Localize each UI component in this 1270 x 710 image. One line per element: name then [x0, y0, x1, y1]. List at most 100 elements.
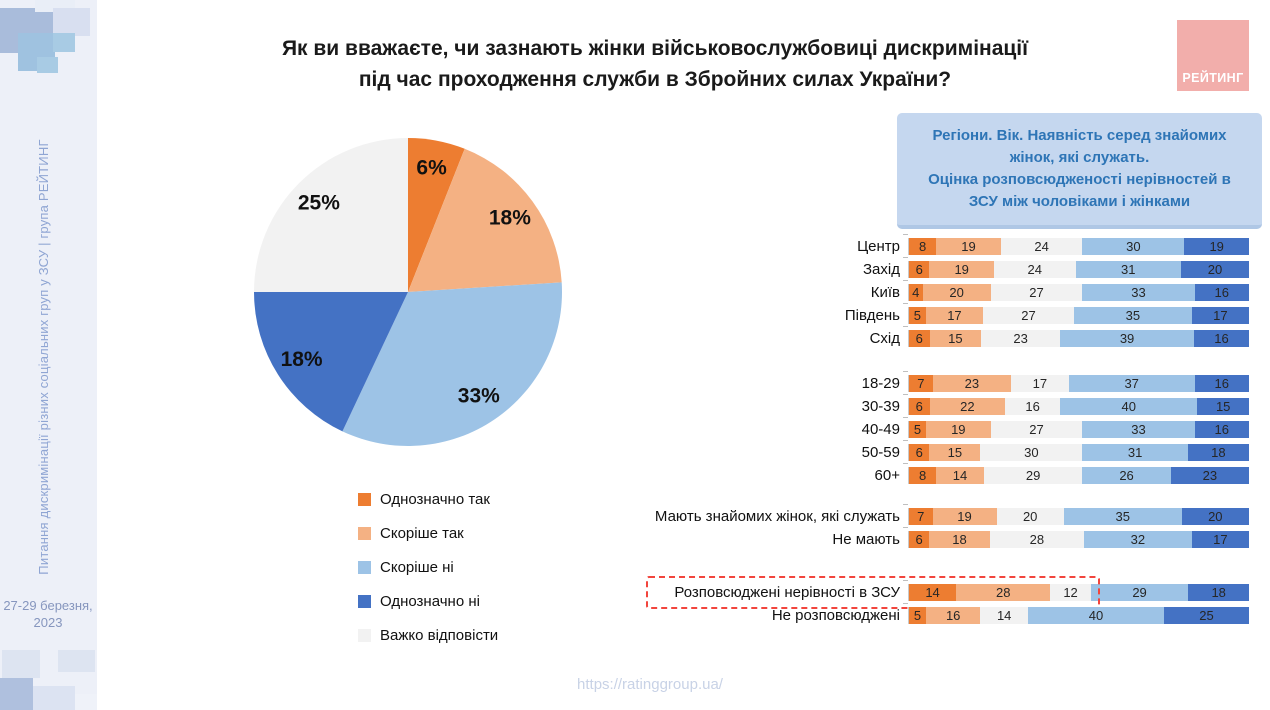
bar-segment: 29 — [983, 467, 1083, 484]
bar-track: 6 19 24 31 20 — [903, 257, 1249, 278]
bar-segment: 6 — [909, 330, 930, 347]
sidebar-vertical-title: Питання дискримінації різних соціальних … — [36, 139, 51, 575]
bar-segment: 18 — [1188, 584, 1249, 601]
pixel-decoration — [0, 678, 33, 710]
bar-segment: 16 — [1194, 330, 1249, 347]
pie-slice-label: 6% — [416, 157, 447, 180]
bar-segment: 39 — [1060, 330, 1195, 347]
bar-segment: 17 — [1191, 307, 1249, 324]
bar-segment: 12 — [1050, 584, 1091, 601]
bar-segment: 31 — [1082, 444, 1188, 461]
bar-segment: 18 — [1187, 444, 1249, 461]
bar-segment: 33 — [1082, 284, 1195, 301]
bar-group: Розповсюджені нерівності в ЗСУ 14 28 12 29 18… — [630, 576, 1270, 624]
pixel-decoration — [53, 33, 75, 52]
bar-row: 60+ 8 14 29 26 23 — [630, 463, 1270, 484]
bar-row-label: Схід — [869, 330, 900, 347]
bar-track: 8 19 24 30 19 — [903, 234, 1249, 255]
bar-row: Захід 6 19 24 31 20 — [630, 257, 1270, 278]
bar-group: Центр 8 19 24 30 19 Захід 6 19 24 31 20 Київ 4 20 27 33 1… — [630, 234, 1270, 347]
bar-segment: 6 — [909, 531, 930, 548]
pixel-decoration — [75, 694, 97, 710]
pie-slice — [254, 292, 408, 432]
bar-segment: 8 — [909, 467, 937, 484]
pixel-decoration — [58, 650, 95, 672]
page-title-line1: Як ви вважаєте, чи зазнають жінки військ… — [281, 37, 1029, 60]
bar-row: Розповсюджені нерівності в ЗСУ 14 28 12 29 18 — [630, 576, 1270, 609]
pie-slice — [342, 282, 563, 446]
bar-segment: 20 — [996, 508, 1064, 525]
bar-segment: 17 — [1010, 375, 1069, 392]
bar-segment: 27 — [990, 284, 1083, 301]
pixel-decoration — [37, 57, 58, 73]
pie-slice-label: 18% — [281, 348, 323, 371]
bar-segment: 6 — [909, 398, 930, 415]
bar-row-label: 30-39 — [861, 398, 900, 415]
page-title-line2: під час проходження служби в Збройних си… — [358, 68, 952, 91]
bar-segment: 14 — [909, 584, 957, 601]
bar-segment: 16 — [926, 607, 981, 624]
legend-swatch-icon — [358, 560, 371, 574]
pie-slice — [408, 138, 465, 292]
pie-legend: Однозначно так Скоріше так Скоріше ні Одноз… — [358, 490, 498, 660]
bar-segment: 14 — [980, 607, 1028, 624]
pie-slice-label: 25% — [298, 191, 340, 214]
bar-segment: 23 — [932, 375, 1011, 392]
sidebar-date: 27-29 березня, 2023 — [3, 598, 93, 630]
bar-segment: 29 — [1090, 584, 1189, 601]
note-box-line2: Оцінка розповсюдженості нерівностей в ЗС… — [928, 171, 1231, 210]
legend-item: Важко відповісти — [358, 626, 498, 644]
bar-track: 5 16 14 40 25 — [903, 603, 1249, 624]
legend-label: Скоріше ні — [380, 558, 454, 576]
legend-label: Однозначно так — [380, 490, 490, 508]
pixel-decoration — [53, 8, 90, 36]
bar-segment: 31 — [1075, 261, 1181, 278]
bar-track: 5 17 27 35 17 — [903, 303, 1249, 324]
bar-segment: 32 — [1084, 531, 1192, 548]
bar-segment: 40 — [1027, 607, 1164, 624]
bar-segment: 5 — [909, 307, 926, 324]
bar-row: 18-29 7 23 17 37 16 — [630, 371, 1270, 392]
bar-row-label: Захід — [863, 261, 900, 278]
bar-segment: 27 — [983, 307, 1074, 324]
pixel-decoration — [2, 650, 40, 678]
legend-swatch-icon — [358, 526, 371, 540]
bar-track: 14 28 12 29 18 — [903, 580, 1249, 601]
bar-track: 4 20 27 33 16 — [903, 280, 1249, 301]
bar-row-label: 50-59 — [861, 444, 900, 461]
bar-segment: 26 — [1082, 467, 1171, 484]
bar-segment: 18 — [929, 531, 990, 548]
bar-segment: 40 — [1060, 398, 1198, 415]
bar-segment: 5 — [909, 421, 926, 438]
bar-row: Не розповсюджені 5 16 14 40 25 — [630, 603, 1270, 624]
legend-swatch-icon — [358, 594, 371, 608]
bar-segment: 6 — [909, 261, 930, 278]
bar-row-label: Південь — [844, 307, 900, 324]
note-box: Регіони. Вік. Наявність серед знайомих ж… — [897, 113, 1262, 229]
legend-swatch-icon — [358, 628, 371, 642]
bar-segment: 23 — [981, 330, 1061, 347]
bar-segment: 17 — [1191, 531, 1249, 548]
bar-track: 6 15 30 31 18 — [903, 440, 1249, 461]
legend-item: Скоріше ні — [358, 558, 498, 576]
bar-segment: 7 — [909, 375, 933, 392]
bar-segment: 15 — [929, 444, 981, 461]
bar-row-label: Мають знайомих жінок, які служать — [654, 508, 900, 525]
bar-group: 18-29 7 23 17 37 16 30-39 6 22 16 40 15 40-49 5 19 27 33… — [630, 371, 1270, 484]
legend-label: Однозначно ні — [380, 592, 480, 610]
bar-segment: 5 — [909, 607, 926, 624]
bar-track: 6 15 23 39 16 — [903, 326, 1249, 347]
bar-group: Мають знайомих жінок, які служать 7 19 20 35… — [630, 504, 1270, 548]
bar-track: 6 22 16 40 15 — [903, 394, 1249, 415]
bar-segment: 14 — [936, 467, 984, 484]
bar-row: Не мають 6 18 28 32 17 — [630, 527, 1270, 548]
footer-link[interactable]: https://ratinggroup.ua/ — [577, 676, 723, 693]
pie-slice-label: 33% — [458, 385, 500, 408]
pie-slice — [408, 148, 562, 292]
bar-segment: 4 — [909, 284, 923, 301]
bar-row: Південь 5 17 27 35 17 — [630, 303, 1270, 324]
rating-logo: РЕЙТИНГ — [1177, 20, 1249, 91]
bar-track: 8 14 29 26 23 — [903, 463, 1249, 484]
pie-slice — [254, 138, 408, 292]
bar-row-label: 60+ — [874, 467, 900, 484]
